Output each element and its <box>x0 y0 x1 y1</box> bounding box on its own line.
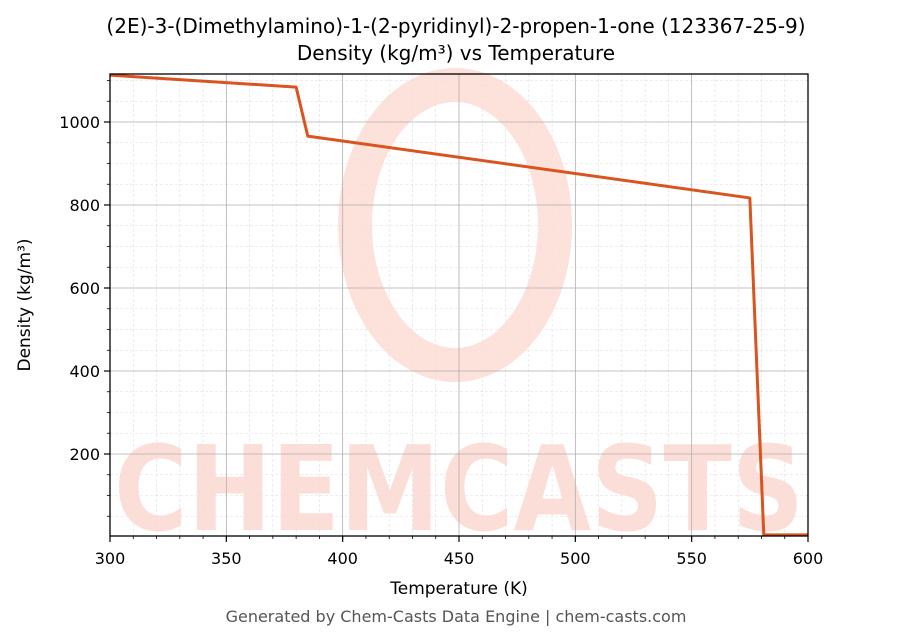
y-tick-label: 1000 <box>59 113 100 132</box>
x-tick-label: 400 <box>327 549 358 568</box>
y-tick-label: 400 <box>69 362 100 381</box>
y-tick-label: 200 <box>69 445 100 464</box>
x-tick-label: 600 <box>793 549 824 568</box>
x-tick-label: 500 <box>560 549 591 568</box>
x-tick-label: 450 <box>444 549 475 568</box>
y-axis-label: Density (kg/m³) <box>15 238 35 371</box>
footer-credit: Generated by Chem-Casts Data Engine | ch… <box>225 607 687 626</box>
x-tick-label: 550 <box>676 549 707 568</box>
density-line <box>109 73 808 537</box>
plot-frame <box>109 73 809 537</box>
chart-title-line2: Density (kg/m³) vs Temperature <box>296 41 616 65</box>
x-tick-label: 300 <box>95 549 126 568</box>
y-tick-label: 600 <box>69 279 100 298</box>
chart-title-line1: (2E)-3-(Dimethylamino)-1-(2-pyridinyl)-2… <box>106 14 806 38</box>
watermark-logo <box>338 68 572 382</box>
x-axis-label: Temperature (K) <box>389 579 528 599</box>
y-tick-label: 800 <box>69 196 100 215</box>
x-tick-label: 350 <box>211 549 242 568</box>
